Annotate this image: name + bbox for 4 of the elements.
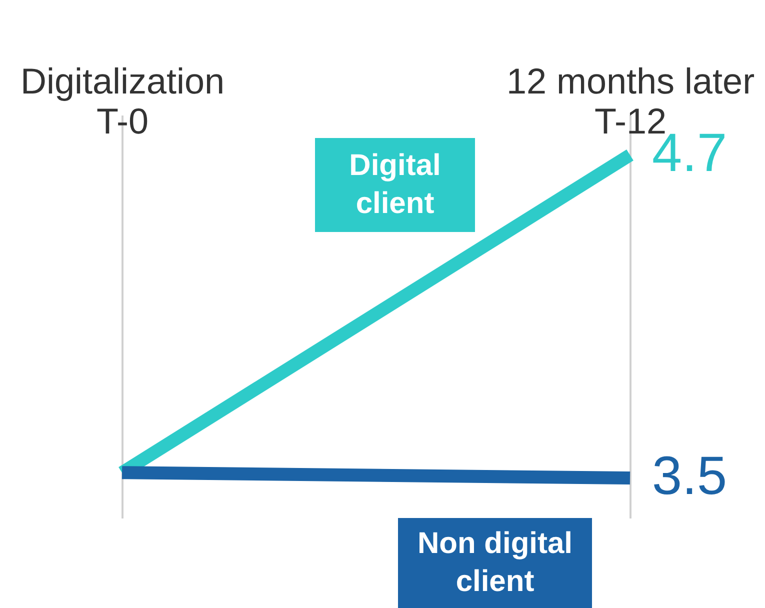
series-label: Non digital client: [418, 527, 572, 598]
data-label: 3.5: [652, 446, 728, 506]
x-tick-label: Digitalization T-0: [20, 60, 225, 142]
series-label: Digital client: [349, 149, 441, 220]
